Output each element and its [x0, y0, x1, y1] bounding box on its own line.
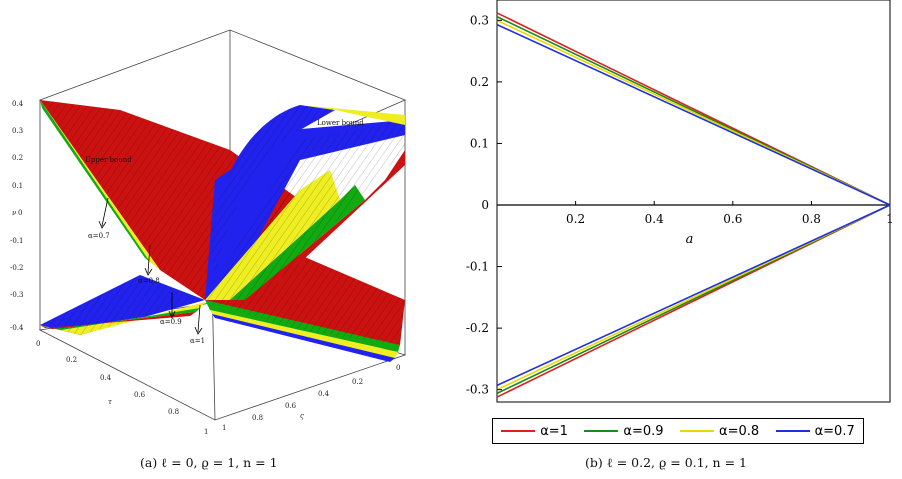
lower-left-surface	[40, 275, 205, 335]
y-axis: 1 0.8 0.6 0.4 0.2 0 ς	[222, 364, 400, 432]
surface-plot: 0.4 0.3 0.2 0.1 0 -0.1 -0.2 -0.3 -0.4 ν …	[10, 29, 407, 436]
x-axis-label: τ	[108, 398, 112, 406]
z-axis-label: ν	[12, 209, 17, 217]
legend-item: α=1	[501, 424, 568, 439]
z-axis: 0.4 0.3 0.2 0.1 0 -0.1 -0.2 -0.3 -0.4 ν	[10, 100, 24, 332]
y-tick-label: 0.3	[470, 13, 489, 27]
x-axis: 0 0.2 0.4 0.6 0.8 1 τ	[36, 340, 208, 436]
annotation-arrows	[98, 197, 203, 335]
upper-right-surface	[210, 105, 405, 280]
legend-item: α=0.7	[775, 423, 855, 439]
y-tick: 0.8	[252, 414, 263, 422]
legend-swatch	[680, 430, 714, 432]
x-tick-label: 0.4	[645, 212, 664, 226]
legend-item: α=0.8	[680, 424, 759, 439]
y-tick: 0.4	[318, 390, 330, 398]
tick-labels: 0.2 0.4 0.6 0.8 1 0.3 0.2 0.1 0 -0.1 -0.2 -0.3	[466, 13, 894, 396]
line-chart: 0.2 0.4 0.6 0.8 1 0.3 0.2 0.1 0 -0.1 -0.2 -0.3 a	[466, 0, 894, 403]
z-tick: -0.2	[10, 264, 24, 272]
legend: α=1 α=0.9 α=0.8 α=0.7	[492, 418, 864, 444]
y-tick-label: 0	[481, 198, 489, 212]
series-line-upper	[496, 23, 891, 206]
x-tick: 0	[36, 340, 40, 348]
plot-frame	[496, 0, 891, 403]
z-tick: 0.1	[12, 182, 23, 190]
y-tick-label: 0.2	[470, 75, 489, 89]
legend-swatch	[775, 430, 810, 432]
x-tick-label: 1	[886, 212, 894, 226]
z-tick: -0.3	[10, 291, 24, 299]
y-tick: 0.6	[285, 402, 297, 410]
x-tick-label: 0.2	[566, 212, 585, 226]
y-tick-label: 0.1	[470, 136, 489, 150]
legend-item: α=0.9	[584, 423, 664, 439]
x-tick-label: 0.8	[802, 212, 821, 226]
lower-bound-label: Lower bound	[317, 119, 364, 127]
upper-bound-label: Upper bound	[85, 156, 132, 164]
x-tick: 0.8	[168, 408, 179, 416]
z-tick: -0.4	[10, 324, 24, 332]
caption-b: (b) ℓ = 0.2, ϱ = 0.1, n = 1	[585, 455, 747, 470]
x-tick: 1	[204, 428, 208, 436]
y-axis-label: ς	[300, 412, 304, 420]
z-tick: -0.1	[10, 237, 24, 245]
alpha-08-label: α=0.8	[138, 277, 160, 285]
z-tick: 0.3	[12, 127, 23, 135]
alpha-07-label: α=0.7	[88, 232, 110, 240]
z-tick: 0	[18, 209, 22, 217]
y-tick: 1	[222, 424, 226, 432]
x-tick-label: 0.6	[723, 212, 742, 226]
series-line-lower	[496, 204, 891, 387]
x-axis-label: a	[686, 232, 694, 247]
z-tick: 0.2	[12, 154, 23, 162]
y-tick: 0	[396, 364, 400, 372]
x-tick: 0.4	[100, 374, 112, 382]
z-tick: 0.4	[12, 100, 24, 108]
legend-label: α=1	[540, 423, 568, 439]
y-tick-label: -0.3	[466, 383, 489, 397]
legend-swatch	[501, 430, 536, 432]
y-tick-label: -0.2	[466, 321, 489, 335]
x-tick: 0.2	[66, 356, 77, 364]
alpha-1-label: α=1	[190, 337, 205, 345]
legend-label: α=0.9	[623, 423, 664, 439]
caption-a: (a) ℓ = 0, ϱ = 1, n = 1	[140, 455, 278, 470]
y-tick: 0.2	[352, 378, 363, 386]
y-tick-label: -0.1	[466, 260, 489, 274]
x-tick: 0.6	[134, 391, 146, 399]
legend-swatch	[584, 430, 619, 432]
plot-area	[496, 0, 891, 403]
alpha-09-label: α=0.9	[160, 318, 182, 326]
legend-label: α=0.7	[814, 423, 855, 439]
legend-label: α=0.8	[719, 423, 760, 439]
annotations: Upper bound Lower bound α=0.7 α=0.8 α=0.…	[85, 119, 364, 345]
